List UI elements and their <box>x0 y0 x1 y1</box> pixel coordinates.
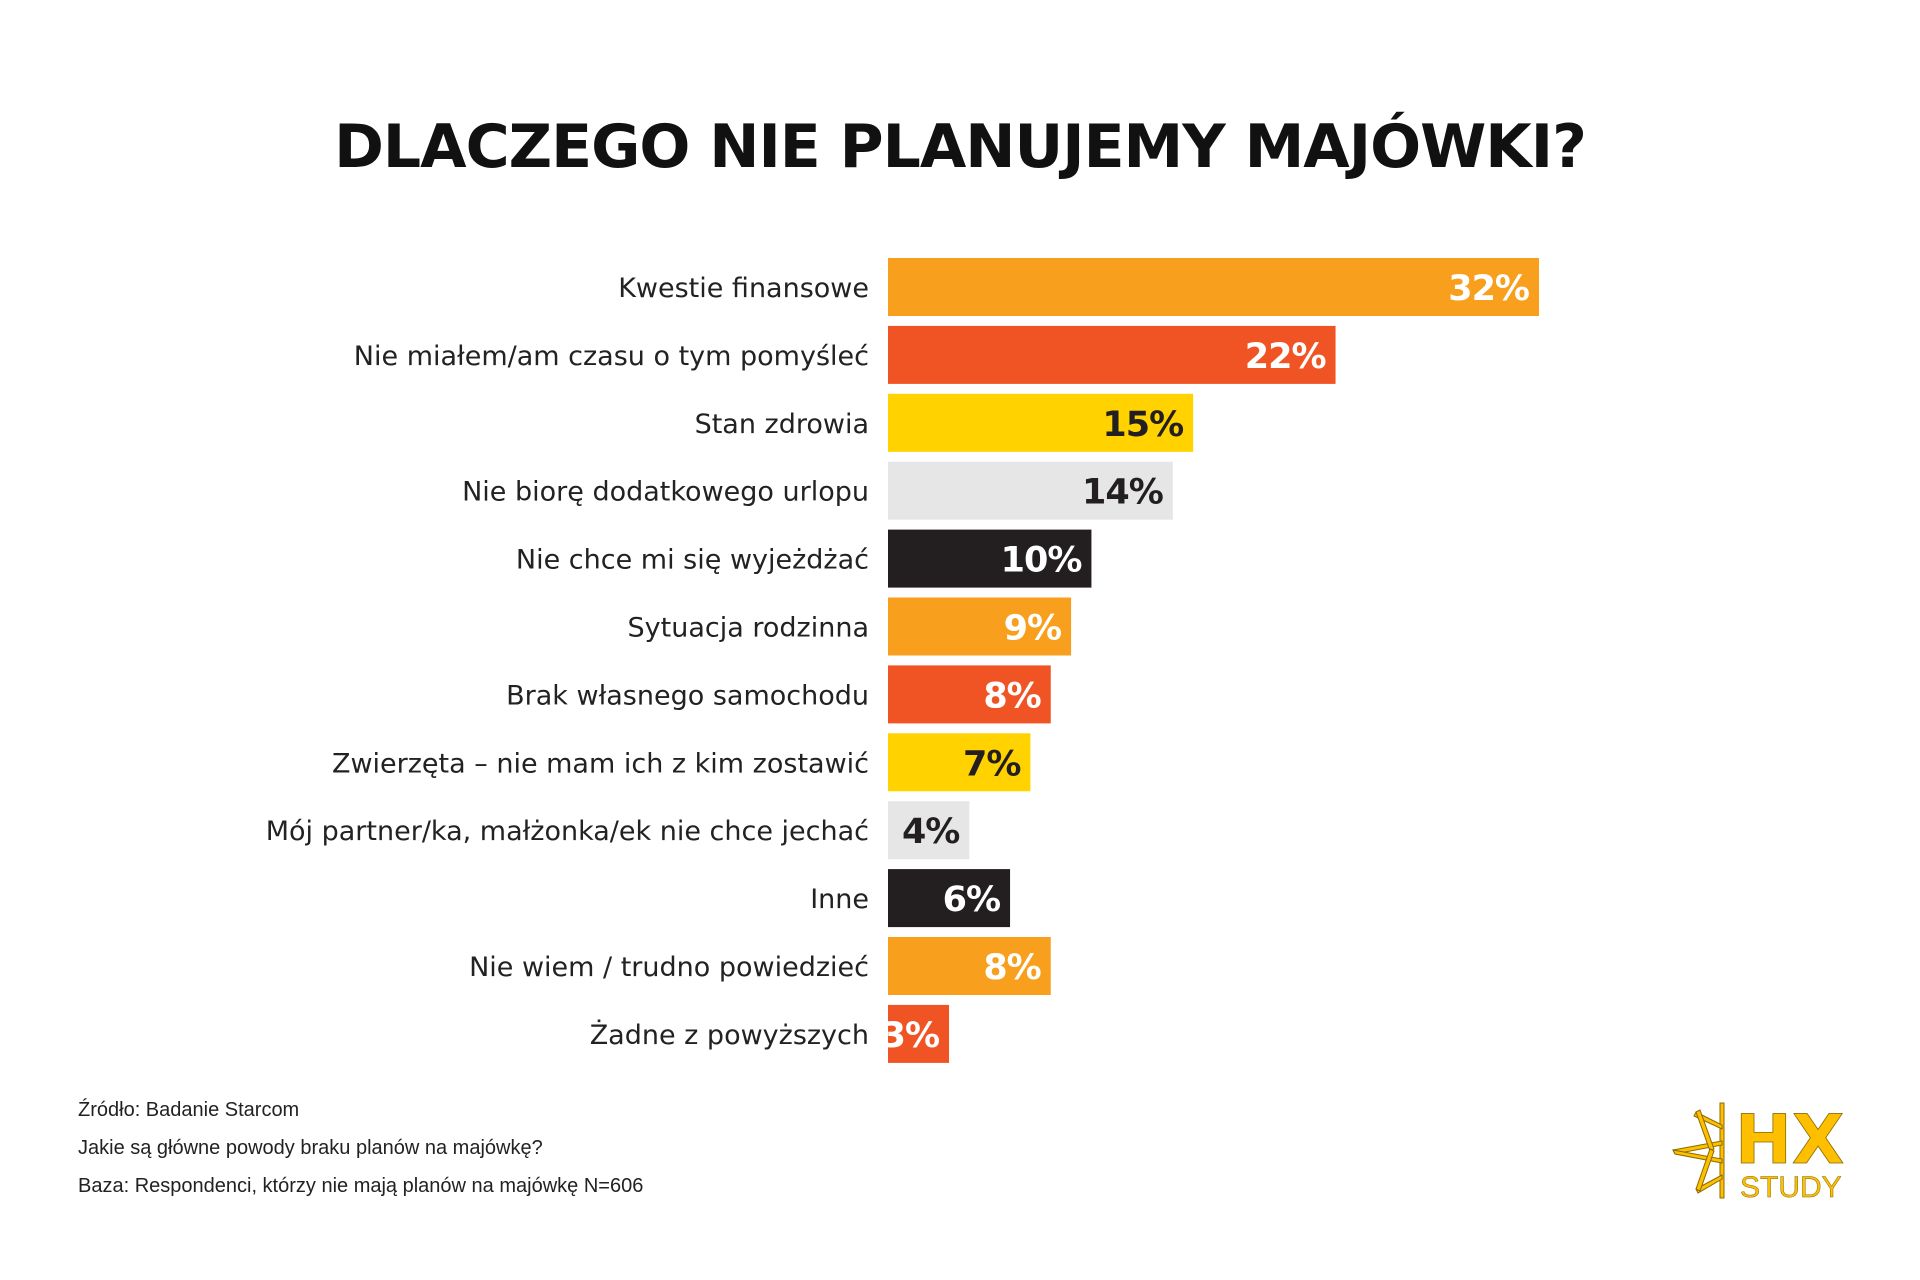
category-label: Nie wiem / trudno powiedzieć <box>469 952 869 983</box>
bar <box>888 665 1051 724</box>
logo-hx: HX <box>1735 1101 1844 1180</box>
value-label: 3% <box>882 1016 939 1056</box>
bar <box>888 597 1072 656</box>
value-label: 15% <box>1102 405 1183 445</box>
bar <box>888 801 970 860</box>
category-label: Nie chce mi się wyjeżdżać <box>516 545 869 576</box>
category-label: Brak własnego samochodu <box>506 680 869 711</box>
category-label: Inne <box>810 884 869 915</box>
value-label: 9% <box>1004 609 1061 649</box>
bar <box>888 258 1539 316</box>
value-label: 7% <box>963 744 1020 784</box>
bar <box>888 393 1194 452</box>
value-label: 6% <box>943 880 1000 920</box>
bar <box>888 869 1011 928</box>
bar <box>888 937 1051 995</box>
chart-title: DLACZEGO NIE PLANUJEMY MAJÓWKI? <box>334 112 1587 182</box>
value-label: 10% <box>1001 541 1082 581</box>
category-label: Nie biorę dodatkowego urlopu <box>462 477 869 508</box>
value-label: 4% <box>902 812 959 852</box>
bar <box>888 461 1173 520</box>
footnote-source: Źródło: Badanie Starcom <box>78 1099 300 1121</box>
bar <box>888 1004 950 1063</box>
bar-chart: Kwestie finansowe 32% Nie miałem/am czasu … <box>266 258 1539 1063</box>
footnote-base: Baza: Respondenci, którzy nie mają planó… <box>78 1175 644 1197</box>
category-label: Nie miałem/am czasu o tym pomyśleć <box>354 341 869 372</box>
logo-study: STUDY <box>1740 1171 1842 1204</box>
value-label: 22% <box>1245 337 1326 377</box>
value-label: 14% <box>1082 473 1163 513</box>
bar <box>888 733 1031 792</box>
hx-study-logo: HX STUDY <box>1672 1101 1845 1204</box>
value-label: 8% <box>983 948 1040 988</box>
value-label: 32% <box>1448 269 1529 309</box>
category-label: Mój partner/ka, małżonka/ek nie chce jec… <box>266 816 869 847</box>
value-label: 8% <box>983 676 1040 716</box>
category-label: Kwestie finansowe <box>618 273 869 304</box>
category-label: Sytuacja rodzinna <box>628 613 869 644</box>
category-label: Zwierzęta – nie mam ich z kim zostawić <box>332 748 869 779</box>
category-label: Żadne z powyższych <box>590 1019 869 1051</box>
bar <box>888 529 1092 588</box>
footnote-question: Jakie są główne powody braku planów na m… <box>78 1137 543 1159</box>
bar <box>888 325 1336 384</box>
category-label: Stan zdrowia <box>695 409 869 440</box>
